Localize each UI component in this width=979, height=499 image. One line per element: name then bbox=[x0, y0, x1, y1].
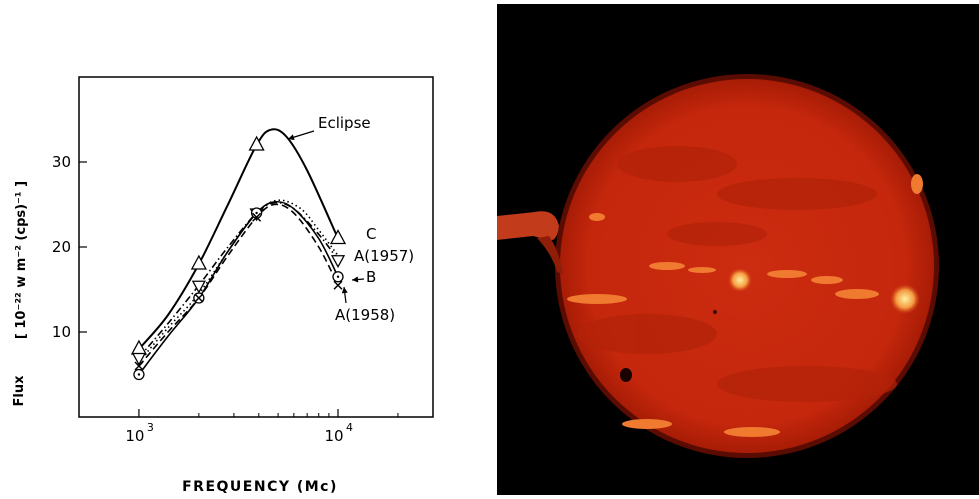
prominence bbox=[497, 211, 559, 241]
x-axis-label: FREQUENCY (Mc) bbox=[182, 479, 338, 495]
data-point-eclipse bbox=[190, 254, 207, 270]
data-point-a1957 bbox=[131, 352, 147, 366]
bright-plage-right bbox=[890, 284, 920, 314]
data-point-eclipse bbox=[248, 135, 265, 151]
active-regions bbox=[567, 174, 923, 437]
y-tick-label: 20 bbox=[52, 238, 71, 256]
annotation-arrowhead-eclipse bbox=[288, 134, 295, 141]
data-point-eclipse bbox=[329, 229, 347, 245]
disk-mottling bbox=[577, 146, 897, 402]
data-point-a1958 bbox=[252, 212, 262, 222]
bright-plage-center bbox=[728, 268, 752, 292]
data-point-a1958 bbox=[194, 293, 204, 303]
annotation-a1958: A(1958) bbox=[335, 306, 395, 324]
series-line-eclipse bbox=[138, 128, 339, 350]
x-tick-exponent: 3 bbox=[147, 421, 154, 434]
y-axis-units: [ 10⁻²² w m⁻² (cps)⁻¹ ] bbox=[14, 181, 29, 339]
data-point-a1958 bbox=[134, 361, 144, 371]
y-tick-label: 30 bbox=[52, 153, 71, 171]
y-axis-label: Flux bbox=[12, 375, 27, 407]
series-line-a1957 bbox=[138, 201, 339, 359]
data-point-b bbox=[332, 271, 344, 283]
annotation-arrowhead-a1958 bbox=[341, 287, 348, 294]
x-tick-label: 10 bbox=[324, 427, 343, 445]
annotation-arrowhead-b bbox=[352, 276, 359, 283]
data-point-a1957 bbox=[330, 255, 346, 269]
annotation-b: B bbox=[366, 268, 376, 286]
series-curves bbox=[138, 128, 339, 375]
data-point-a1957 bbox=[191, 280, 206, 294]
series-line-b bbox=[138, 200, 339, 375]
series-line-a1958 bbox=[138, 203, 339, 367]
prominence-base bbox=[537, 236, 563, 274]
annotation-eclipse: Eclipse bbox=[318, 114, 371, 132]
sunspot bbox=[620, 368, 632, 382]
annotations: Eclipse C A(1957) B A(1958) bbox=[287, 114, 414, 324]
annotation-a1957: A(1957) bbox=[354, 247, 414, 265]
x-tick-exponent: 4 bbox=[346, 421, 353, 434]
data-point-b bbox=[133, 368, 145, 381]
series-markers bbox=[130, 135, 347, 381]
sun-image-panel bbox=[497, 4, 979, 495]
annotation-c: C bbox=[366, 225, 376, 243]
x-tick-label: 10 bbox=[125, 427, 144, 445]
y-tick-label: 10 bbox=[52, 323, 71, 341]
small-dark-spot bbox=[713, 310, 717, 314]
chart-panel: 10 20 30 10 3 10 4 Eclipse C A(1957) B A(1958) FRE… bbox=[0, 0, 490, 495]
data-point-a1958 bbox=[333, 280, 343, 290]
sun-disk-image bbox=[497, 4, 979, 495]
